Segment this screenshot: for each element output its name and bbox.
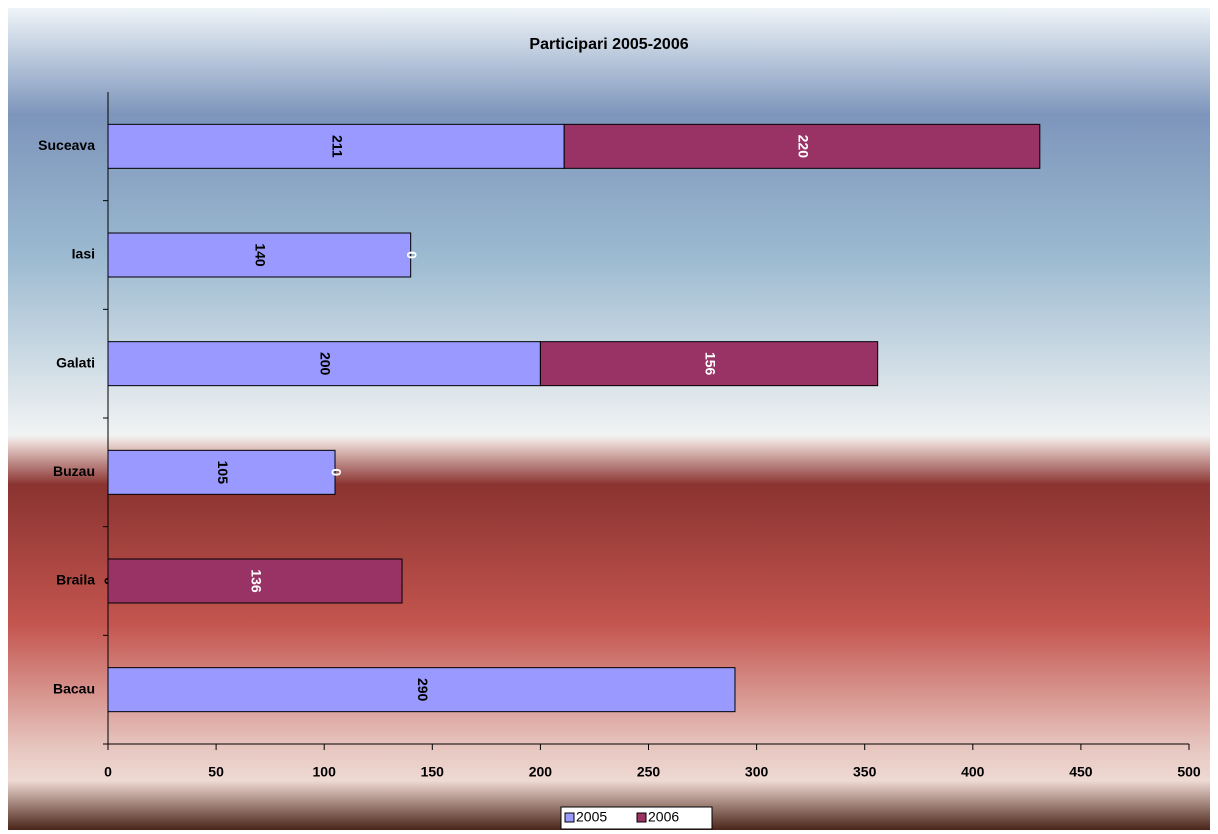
value-label: 211 <box>329 135 345 158</box>
bar <box>107 341 541 387</box>
chart-title: Participari 2005-2006 <box>529 36 688 53</box>
bar <box>107 449 336 495</box>
x-tick-label: 100 <box>313 764 337 780</box>
legend-label: 2005 <box>576 809 607 825</box>
x-tick-label: 150 <box>421 764 445 780</box>
legend-swatch <box>564 812 575 823</box>
x-tick-label: 200 <box>529 764 553 780</box>
x-tick-label: 250 <box>637 764 661 780</box>
value-label: 140 <box>253 243 269 267</box>
y-tick-label: Buzau <box>53 463 95 479</box>
x-tick-label: 0 <box>104 764 112 780</box>
x-tick-label: 450 <box>1069 764 1093 780</box>
value-label: 200 <box>317 352 333 376</box>
y-tick-label: Galati <box>56 354 95 370</box>
value-label: 0 <box>404 251 420 259</box>
x-tick-label: 350 <box>853 764 877 780</box>
value-label: 290 <box>415 678 431 702</box>
value-label: 136 <box>248 569 264 593</box>
bar <box>107 667 736 713</box>
bar <box>107 123 565 169</box>
value-label: 0 <box>328 468 344 476</box>
x-tick-label: 400 <box>961 764 985 780</box>
y-tick-label: Suceava <box>38 137 95 153</box>
legend-label: 2006 <box>648 809 679 825</box>
value-label: 105 <box>215 461 231 485</box>
x-tick-label: 50 <box>208 764 224 780</box>
bar <box>107 232 412 278</box>
y-tick-label: Bacau <box>53 680 95 696</box>
value-label: 156 <box>702 352 718 376</box>
legend-swatch <box>636 812 647 823</box>
y-tick-label: Iasi <box>72 246 95 262</box>
y-tick-label: Braila <box>56 572 95 588</box>
bar <box>539 341 879 387</box>
x-tick-label: 300 <box>745 764 769 780</box>
legend: 2005 2006 <box>560 806 713 830</box>
x-tick-label: 500 <box>1177 764 1201 780</box>
value-label: 220 <box>795 135 811 159</box>
bar <box>563 123 1041 169</box>
bar <box>107 558 403 604</box>
